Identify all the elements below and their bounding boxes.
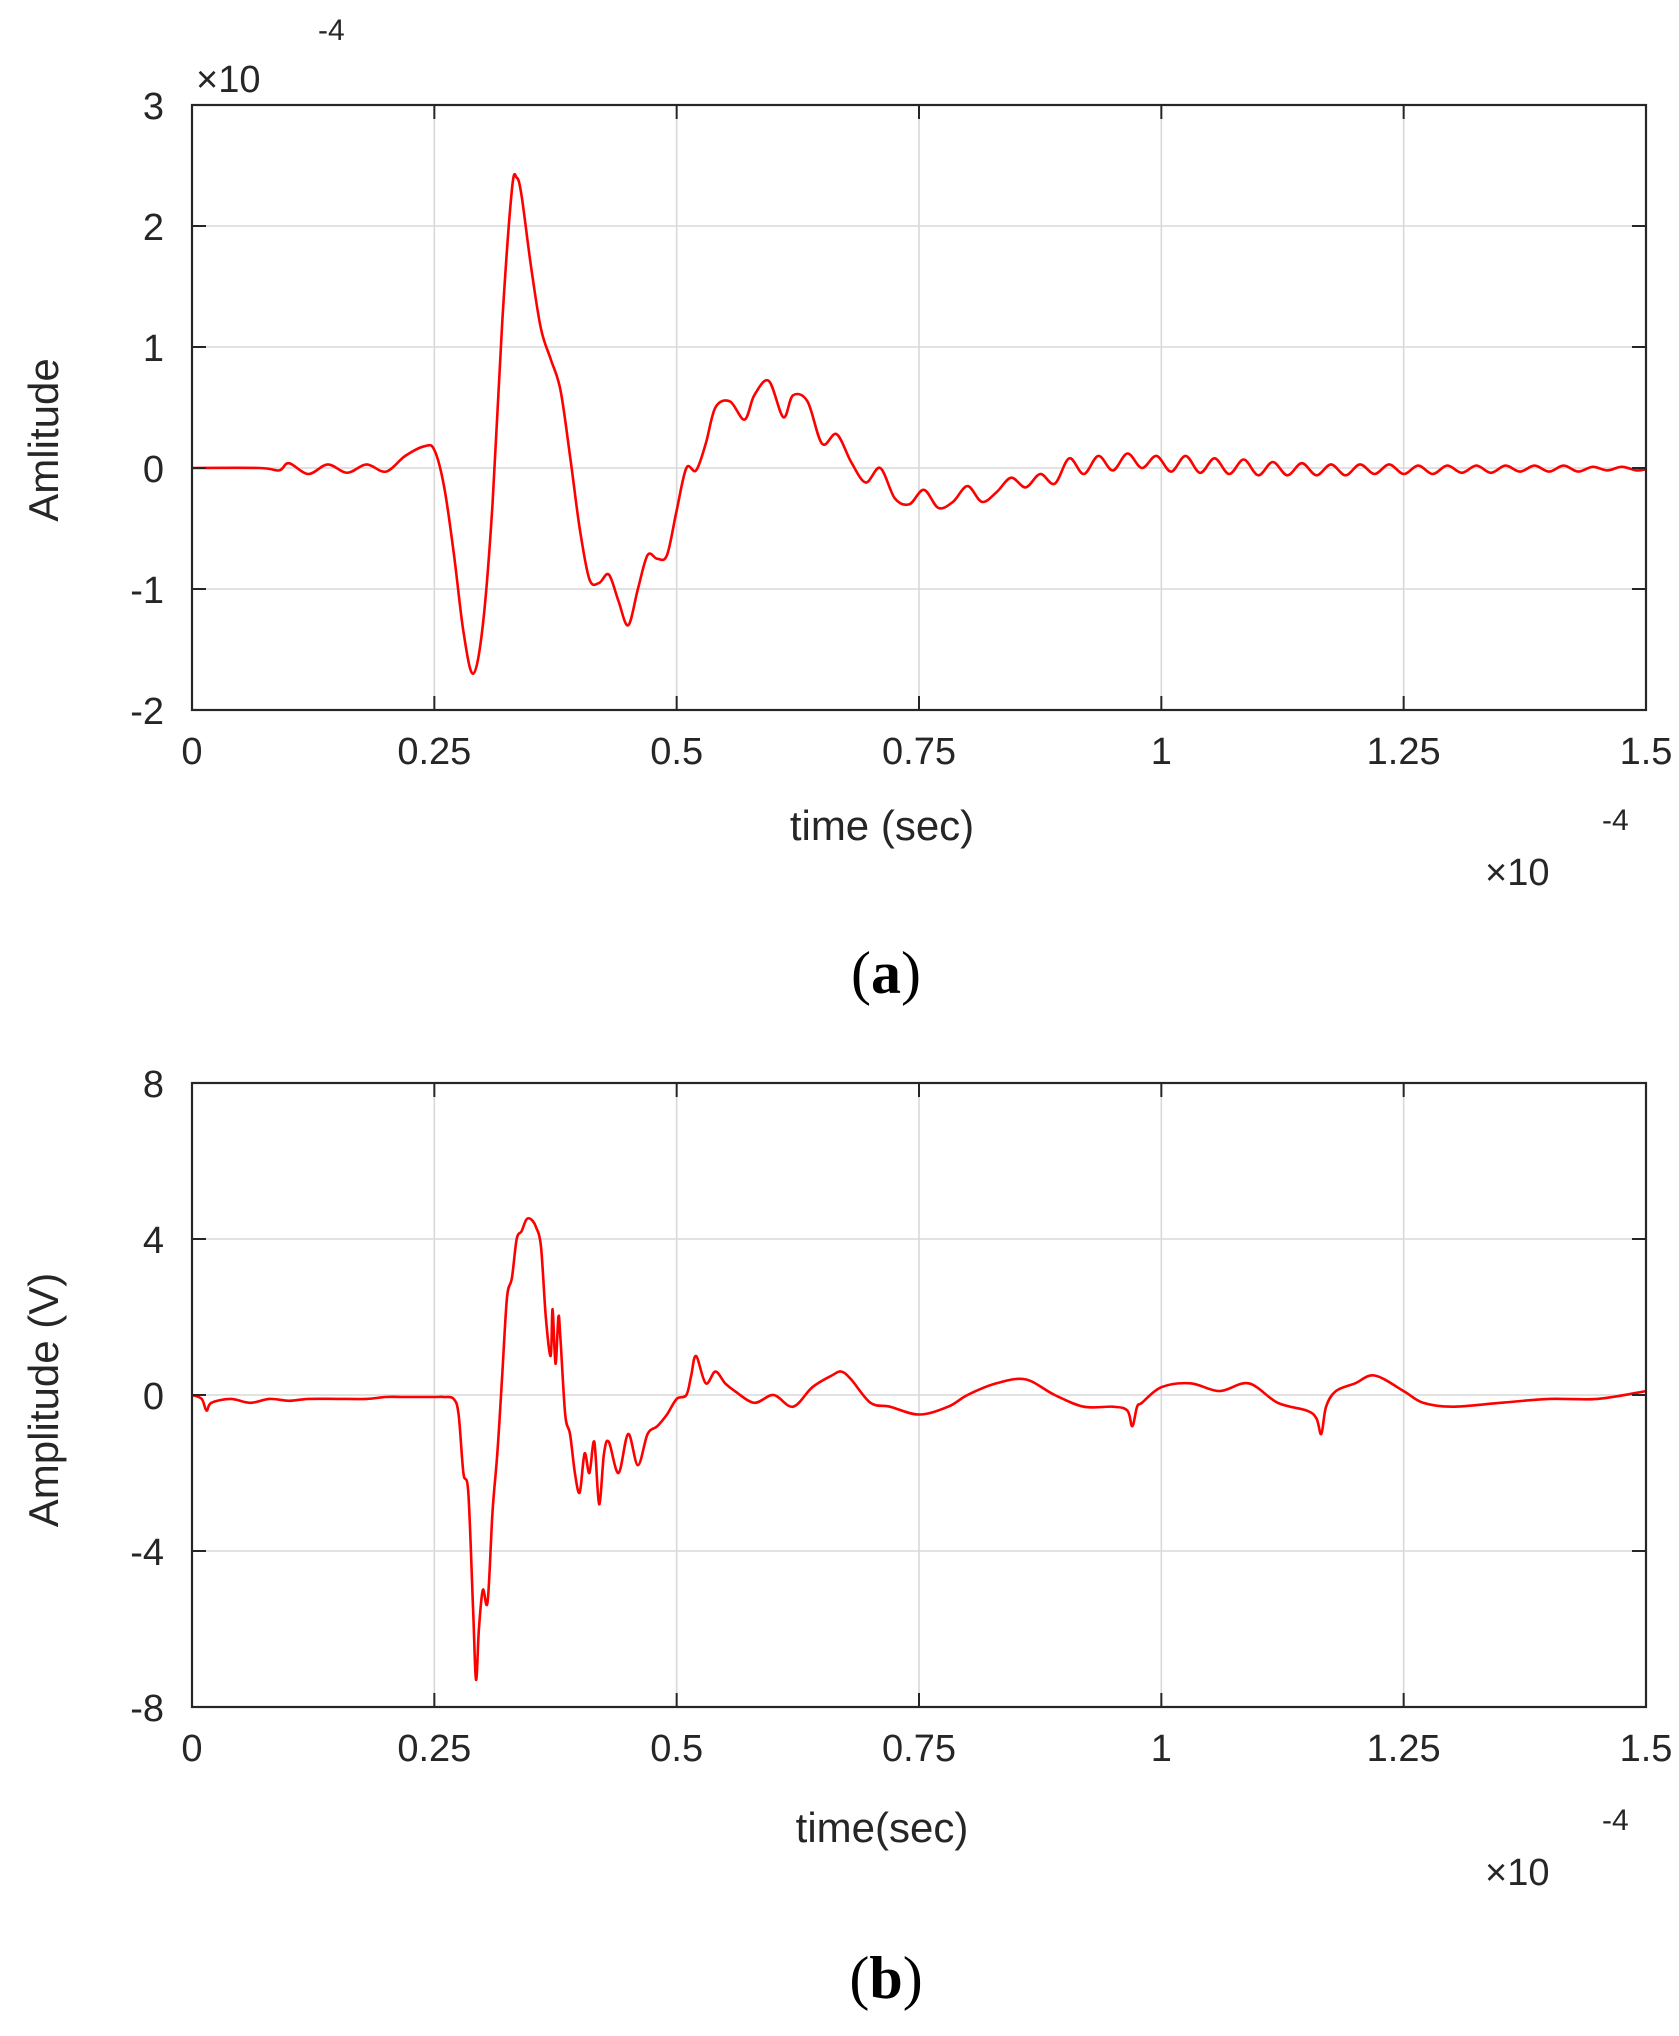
x-multiplier-exp-b: -4 [1602,1804,1629,1837]
y-tick-label: 4 [143,1220,164,1262]
x-tick-label: 0 [181,731,202,773]
grid-a [191,104,1647,711]
x-axis-label-b: time(sec) [796,1804,969,1851]
panel-label-b: (b) [849,1945,922,2011]
x-tick-label: 0.25 [397,1728,471,1770]
x-tick-label: 0.75 [882,731,956,773]
panel-label-b-letter: b [869,1945,902,2011]
x-tick-label: 0 [181,1728,202,1770]
x-tick-label: 1.5 [1620,1728,1673,1770]
ticks-a: 0 0.25 0.5 0.75 1 1.25 1.5 -2 -1 0 1 2 3 [130,86,1672,773]
x-multiplier-exp-a: -4 [1602,804,1629,837]
y-tick-label: 1 [143,328,164,370]
panel-label-a-letter: a [871,940,901,1006]
panel-label-a: (a) [851,940,921,1006]
y-tick-label: -4 [130,1532,164,1574]
x-tick-label: 0.75 [882,1728,956,1770]
x-tick-label: 0.5 [650,1728,703,1770]
x-tick-label: 1 [1151,731,1172,773]
y-axis-label-a: Amlitude [20,358,67,521]
y-tick-label: 2 [143,207,164,249]
y-tick-label: -2 [130,691,164,733]
grid-b [191,1082,1647,1708]
y-tick-label: 0 [143,1376,164,1418]
series-line-a [191,172,1647,676]
y-tick-label: -8 [130,1688,164,1730]
x-multiplier-a: ×10 [1485,852,1549,894]
x-multiplier-b: ×10 [1485,1852,1549,1894]
x-tick-label: 1.25 [1367,1728,1441,1770]
x-tick-label: 0.25 [397,731,471,773]
series-line-b [191,1216,1647,1682]
y-multiplier-a: ×10 [196,59,260,101]
y-multiplier-exp-a: -4 [318,14,345,47]
x-tick-label: 1 [1151,1728,1172,1770]
chart-panel-b: 0 0.25 0.5 0.75 1 1.25 1.5 -8 -4 0 4 8 time(sec) Am… [20,1064,1672,2011]
x-axis-label-a: time (sec) [790,802,974,849]
y-tick-label: 3 [143,86,164,128]
x-tick-label: 1.25 [1367,731,1441,773]
x-tick-label: 1.5 [1620,731,1673,773]
y-tick-label: -1 [130,570,164,612]
ticks-b: 0 0.25 0.5 0.75 1 1.25 1.5 -8 -4 0 4 8 [130,1064,1672,1770]
y-axis-label-b: Amplitude (V) [20,1273,67,1527]
y-tick-label: 0 [143,449,164,491]
y-tick-label: 8 [143,1064,164,1106]
x-tick-label: 0.5 [650,731,703,773]
